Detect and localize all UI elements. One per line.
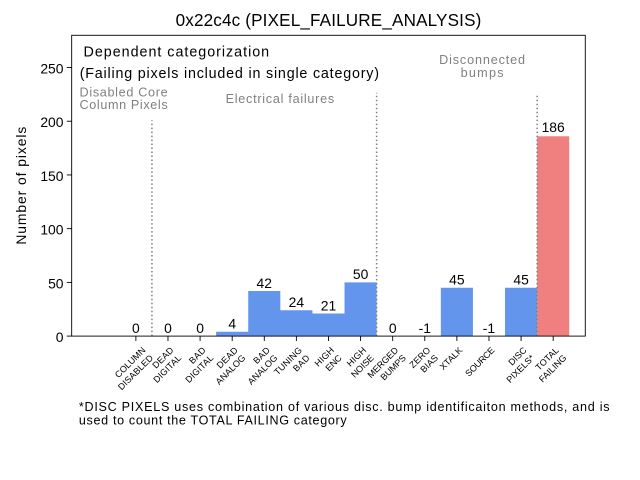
svg-text:21: 21 — [321, 297, 337, 313]
svg-text:24: 24 — [289, 294, 305, 310]
svg-text:Dependent categorization: Dependent categorization — [84, 45, 270, 61]
svg-text:0: 0 — [132, 320, 140, 336]
svg-text:used to count the TOTAL FAILIN: used to count the TOTAL FAILING category — [79, 413, 347, 427]
svg-text:-1: -1 — [419, 320, 432, 336]
svg-text:50: 50 — [353, 266, 369, 282]
svg-text:250: 250 — [40, 60, 63, 76]
svg-text:0: 0 — [56, 329, 64, 345]
svg-text:0x22c4c (PIXEL_FAILURE_ANALYSI: 0x22c4c (PIXEL_FAILURE_ANALYSIS) — [176, 11, 482, 30]
svg-text:0: 0 — [389, 320, 397, 336]
svg-text:(Failing pixels included in si: (Failing pixels included in single categ… — [80, 66, 379, 82]
svg-text:200: 200 — [40, 114, 63, 130]
svg-text:Disconnected: Disconnected — [439, 53, 525, 67]
svg-text:Electrical failures: Electrical failures — [226, 92, 335, 106]
svg-text:50: 50 — [48, 275, 64, 291]
svg-text:Column Pixels: Column Pixels — [80, 98, 168, 112]
svg-text:42: 42 — [257, 275, 273, 291]
svg-text:-1: -1 — [483, 320, 496, 336]
svg-text:186: 186 — [542, 119, 565, 135]
svg-text:Number of pixels: Number of pixels — [13, 127, 29, 245]
svg-text:0: 0 — [196, 320, 204, 336]
svg-text:0: 0 — [164, 320, 172, 336]
svg-text:bumps: bumps — [461, 66, 504, 80]
svg-text:4: 4 — [228, 316, 236, 332]
svg-text:45: 45 — [513, 272, 529, 288]
svg-text:150: 150 — [40, 168, 63, 184]
svg-text:100: 100 — [40, 222, 63, 238]
svg-text:*DISC PIXELS uses combination: *DISC PIXELS uses combination of various… — [79, 400, 610, 414]
svg-text:Disabled Core: Disabled Core — [80, 85, 168, 99]
svg-text:45: 45 — [449, 272, 465, 288]
